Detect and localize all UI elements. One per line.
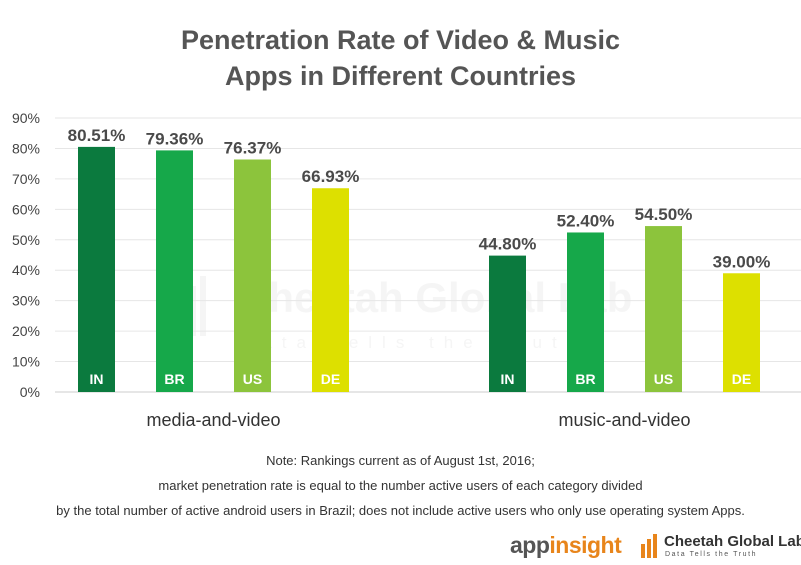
y-tick-label: 20% bbox=[12, 323, 40, 339]
bar-value-label: 66.93% bbox=[302, 167, 360, 186]
footnote-line-2: market penetration rate is equal to the … bbox=[158, 478, 643, 493]
footnote-line-1: Note: Rankings current as of August 1st,… bbox=[266, 453, 535, 468]
y-tick-label: 70% bbox=[12, 171, 40, 187]
bar-de-music-and-video bbox=[723, 273, 760, 392]
y-tick-label: 40% bbox=[12, 262, 40, 278]
x-axis: media-and-video music-and-video bbox=[146, 410, 690, 430]
bar-country-label: DE bbox=[732, 371, 751, 387]
bar-value-label: 79.36% bbox=[146, 129, 204, 148]
bar-value-label: 39.00% bbox=[713, 252, 771, 271]
cheetah-logo-tagline: Data Tells the Truth bbox=[665, 551, 758, 558]
bar-country-label: BR bbox=[575, 371, 595, 387]
cheetah-logo-name: Cheetah Global Lab bbox=[664, 533, 801, 550]
y-tick-label: 0% bbox=[20, 384, 40, 400]
y-tick-label: 90% bbox=[12, 110, 40, 126]
bar-value-label: 52.40% bbox=[557, 211, 615, 230]
appinsight-logo: appinsight bbox=[510, 532, 622, 559]
bar-br-media-and-video bbox=[156, 150, 193, 392]
chart-title: Penetration Rate of Video & Music Apps i… bbox=[0, 22, 801, 94]
bar-in-media-and-video bbox=[78, 146, 115, 392]
bar-us-music-and-video bbox=[645, 226, 682, 392]
bar-de-media-and-video bbox=[312, 188, 349, 392]
bar-value-label: 54.50% bbox=[635, 205, 693, 224]
bar-country-label: IN bbox=[90, 371, 104, 387]
bar-country-label: IN bbox=[501, 371, 515, 387]
bar-country-label: BR bbox=[164, 371, 184, 387]
y-tick-label: 10% bbox=[12, 354, 40, 370]
x-category-label: media-and-video bbox=[146, 410, 280, 430]
y-tick-label: 30% bbox=[12, 293, 40, 309]
bar-value-label: 44.80% bbox=[479, 235, 537, 254]
bar-us-media-and-video bbox=[234, 159, 271, 392]
chart-title-line-1: Penetration Rate of Video & Music bbox=[180, 25, 621, 55]
footnotes: Note: Rankings current as of August 1st,… bbox=[0, 448, 801, 523]
bar-value-label: 76.37% bbox=[224, 138, 282, 157]
bar-country-label: US bbox=[243, 371, 262, 387]
y-axis: 0% 10% 20% 30% 40% 50% 60% 70% 80% 90% bbox=[12, 110, 801, 400]
bar-in-music-and-video bbox=[489, 255, 526, 392]
cheetah-global-lab-logo: Cheetah Global Lab Data Tells the Truth bbox=[640, 530, 801, 564]
bar-chart: Cheetah Global Lab Data Tells the Truth … bbox=[12, 110, 801, 430]
y-tick-label: 50% bbox=[12, 232, 40, 248]
x-category-label: music-and-video bbox=[558, 410, 690, 430]
y-tick-label: 80% bbox=[12, 140, 40, 156]
chart-title-line-2: Apps in Different Countries bbox=[224, 61, 576, 91]
bar-country-label: DE bbox=[321, 371, 340, 387]
bar-country-label: US bbox=[654, 371, 673, 387]
bar-value-label: 80.51% bbox=[68, 126, 126, 145]
watermark-tagline: Data Tells the Truth bbox=[240, 333, 586, 352]
footnote-line-3: by the total number of active android us… bbox=[56, 503, 745, 518]
appinsight-logo-part-2: insight bbox=[549, 532, 622, 558]
bar-br-music-and-video bbox=[567, 232, 604, 392]
cheetah-logo-icon bbox=[641, 534, 657, 558]
y-tick-label: 60% bbox=[12, 201, 40, 217]
bars: 80.51% IN 79.36% BR 76.37% US 66.93% DE 44.80% IN… bbox=[68, 126, 771, 392]
watermark-name: Cheetah Global Lab bbox=[238, 274, 632, 321]
appinsight-logo-part-1: app bbox=[510, 532, 550, 558]
